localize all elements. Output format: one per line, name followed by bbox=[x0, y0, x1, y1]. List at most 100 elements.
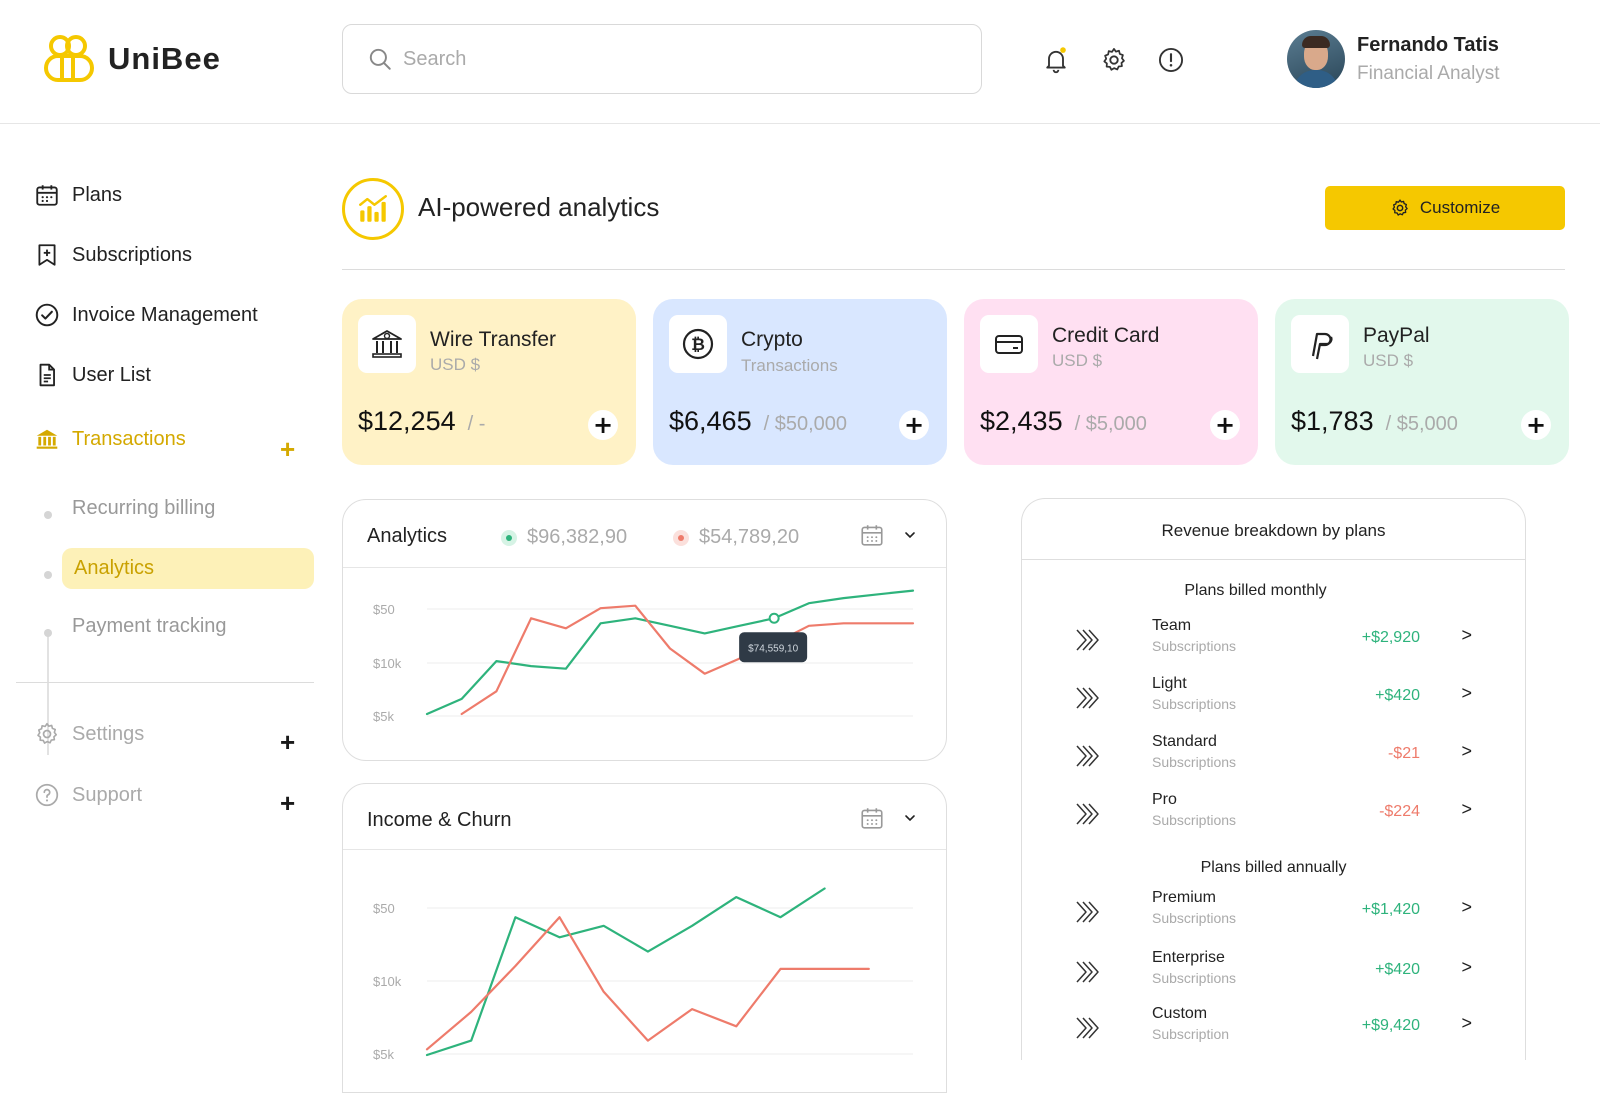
chevron-right-icon[interactable]: > bbox=[1461, 683, 1472, 703]
income-churn-panel: Income & Churn $50 $10k $5k bbox=[342, 783, 947, 1093]
plan-name: Premium bbox=[1152, 889, 1217, 906]
card-wire-transfer[interactable]: Wire Transfer USD $ $12,254/ - + bbox=[342, 299, 636, 465]
plan-arrow-icon bbox=[1076, 1017, 1099, 1039]
bank-icon bbox=[372, 330, 402, 358]
plan-row-premium[interactable]: Premium Subscriptions +$1,420 > bbox=[1074, 889, 1494, 935]
support-expand-icon[interactable]: + bbox=[280, 788, 296, 818]
plan-row-enterprise[interactable]: Enterprise Subscriptions +$420 > bbox=[1074, 949, 1494, 995]
top-bar: UniBee Fernando Tatis Financial Analyst bbox=[0, 0, 1600, 124]
card-amount: $6,465/ $50,000 bbox=[669, 406, 848, 436]
user-profile[interactable]: Fernando Tatis Financial Analyst bbox=[1287, 30, 1500, 88]
user-name: Fernando Tatis bbox=[1357, 33, 1499, 56]
card-subtitle: USD $ bbox=[1363, 351, 1414, 370]
chevron-down-icon[interactable] bbox=[903, 528, 917, 542]
monthly-group-label: Plans billed monthly bbox=[1184, 582, 1327, 599]
sidebar-sub-payment-tracking[interactable]: Payment tracking bbox=[72, 615, 227, 637]
plan-value: +$420 bbox=[1375, 687, 1420, 704]
plan-name: Enterprise bbox=[1152, 949, 1225, 966]
y-tick-label: $50 bbox=[373, 901, 395, 916]
gear-icon[interactable] bbox=[1100, 46, 1128, 74]
plan-row-light[interactable]: Light Subscriptions +$420 > bbox=[1074, 675, 1494, 721]
chevron-right-icon[interactable]: > bbox=[1461, 799, 1472, 819]
user-role: Financial Analyst bbox=[1357, 62, 1500, 84]
chevron-down-icon[interactable] bbox=[903, 811, 917, 825]
logo[interactable]: UniBee bbox=[42, 34, 221, 84]
add-button[interactable]: + bbox=[899, 410, 929, 440]
plan-subtitle: Subscriptions bbox=[1152, 638, 1237, 654]
plan-value: +$2,920 bbox=[1361, 629, 1420, 646]
chevron-right-icon[interactable]: > bbox=[1461, 897, 1472, 917]
sidebar-sub-recurring-billing[interactable]: Recurring billing bbox=[72, 497, 216, 519]
card-amount: $2,435/ $5,000 bbox=[980, 406, 1147, 436]
avatar bbox=[1287, 30, 1345, 88]
card-crypto[interactable]: ₿ Crypto Transactions $6,465/ $50,000 + bbox=[653, 299, 947, 465]
chevron-right-icon[interactable]: > bbox=[1461, 741, 1472, 761]
plan-arrow-icon bbox=[1076, 901, 1099, 923]
y-tick-label: $5k bbox=[373, 1047, 394, 1062]
chevron-right-icon[interactable]: > bbox=[1461, 1013, 1472, 1033]
add-button[interactable]: + bbox=[588, 410, 618, 440]
header-divider bbox=[342, 269, 1565, 270]
sidebar: Plans Subscriptions Invoice Management U… bbox=[0, 124, 320, 1073]
sidebar-item-plans[interactable]: Plans bbox=[34, 182, 122, 208]
transactions-expand-icon[interactable]: + bbox=[280, 434, 296, 464]
brand-name: UniBee bbox=[108, 41, 221, 76]
plan-value: +$420 bbox=[1375, 961, 1420, 978]
annual-group-label: Plans billed annually bbox=[1200, 859, 1347, 876]
plan-row-pro[interactable]: Pro Subscriptions -$224 > bbox=[1074, 791, 1494, 837]
plan-subtitle: Subscriptions bbox=[1152, 754, 1237, 770]
calendar-icon bbox=[36, 185, 58, 206]
card-subtitle: USD $ bbox=[430, 355, 481, 374]
sidebar-item-user-list[interactable]: User List bbox=[34, 362, 151, 388]
sidebar-item-label: User List bbox=[72, 363, 151, 386]
add-button[interactable]: + bbox=[1521, 410, 1551, 440]
sidebar-item-invoice-management[interactable]: Invoice Management bbox=[34, 302, 258, 328]
plan-row-custom[interactable]: Custom Subscription +$9,420 > bbox=[1074, 1005, 1494, 1051]
add-button[interactable]: + bbox=[1210, 410, 1240, 440]
card-title: Wire Transfer bbox=[430, 328, 557, 351]
bell-icon[interactable] bbox=[1042, 46, 1070, 74]
plan-row-team[interactable]: Team Subscriptions +$2,920 > bbox=[1074, 617, 1494, 663]
card-amount: $12,254/ - bbox=[358, 406, 486, 436]
y-tick-label: $50 bbox=[373, 602, 395, 617]
sidebar-item-label: Plans bbox=[72, 183, 123, 206]
plan-subtitle: Subscriptions bbox=[1152, 910, 1237, 926]
hover-marker[interactable] bbox=[768, 612, 780, 624]
sidebar-item-label: Subscriptions bbox=[72, 243, 193, 266]
plan-name: Pro bbox=[1152, 791, 1177, 808]
sidebar-item-subscriptions[interactable]: Subscriptions bbox=[34, 242, 192, 268]
sidebar-item-settings[interactable]: Settings bbox=[34, 721, 144, 747]
sidebar-divider bbox=[16, 682, 314, 683]
sidebar-item-support[interactable]: Support bbox=[34, 782, 142, 808]
series-line-0 bbox=[425, 589, 915, 716]
income-title: Income & Churn bbox=[367, 809, 512, 831]
bitcoin-icon: ₿ bbox=[682, 328, 714, 360]
tooltip-value: $74,559,10 bbox=[748, 643, 798, 654]
revenue-breakdown-panel: Revenue breakdown by plans Plans billed … bbox=[1021, 498, 1526, 1060]
alert-icon[interactable] bbox=[1157, 46, 1185, 74]
bee-icon bbox=[44, 35, 94, 82]
customize-label: Customize bbox=[1419, 198, 1501, 217]
card-limit: / $5,000 bbox=[1074, 413, 1147, 435]
plan-name: Custom bbox=[1152, 1005, 1208, 1022]
card-paypal[interactable]: PayPal USD $ $1,783/ $5,000 + bbox=[1275, 299, 1569, 465]
calendar-icon[interactable] bbox=[859, 805, 885, 831]
sidebar-sub-analytics[interactable]: Analytics bbox=[62, 548, 314, 589]
search-input[interactable] bbox=[403, 47, 963, 71]
calendar-icon[interactable] bbox=[859, 522, 885, 548]
search-box[interactable] bbox=[342, 24, 982, 94]
plan-row-standard[interactable]: Standard Subscriptions -$21 > bbox=[1074, 733, 1494, 779]
analytics-title: Analytics bbox=[367, 525, 448, 547]
legend-red: $54,789,20 bbox=[673, 526, 799, 549]
customize-button[interactable]: Customize bbox=[1325, 186, 1565, 230]
chevron-right-icon[interactable]: > bbox=[1461, 957, 1472, 977]
sidebar-item-transactions[interactable]: Transactions bbox=[34, 426, 186, 452]
chevron-right-icon[interactable]: > bbox=[1461, 625, 1472, 645]
plan-name: Light bbox=[1152, 675, 1187, 692]
plan-arrow-icon bbox=[1076, 745, 1099, 767]
sidebar-item-label: Settings bbox=[72, 722, 145, 745]
plan-name: Team bbox=[1152, 617, 1192, 634]
card-amount: $1,783/ $5,000 bbox=[1291, 406, 1458, 436]
settings-expand-icon[interactable]: + bbox=[280, 727, 296, 757]
card-credit-card[interactable]: Credit Card USD $ $2,435/ $5,000 + bbox=[964, 299, 1258, 465]
